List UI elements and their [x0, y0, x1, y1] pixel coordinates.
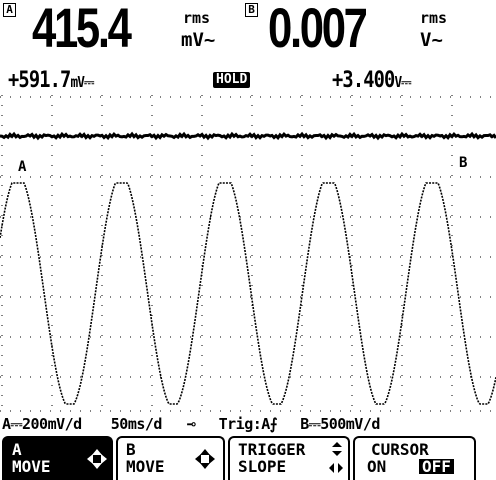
waveform-plot: A B: [0, 95, 496, 415]
trigger-label: Trig:A⨍: [218, 415, 278, 433]
trigger-slope-line1: TRIGGER: [238, 440, 306, 459]
reading-a-sub-unit: mV⎓: [70, 73, 94, 91]
trace-a: [0, 182, 496, 405]
timebase-label: 50ms/d: [110, 415, 163, 433]
hold-indicator: HOLD: [213, 72, 251, 88]
trigger-slope-softkey[interactable]: TRIGGER SLOPE: [228, 436, 350, 480]
channel-a-badge: A: [3, 3, 16, 17]
reading-a-value: 415.4: [32, 0, 132, 59]
trace-b-marker: B: [459, 155, 467, 171]
trace-a-marker: A: [18, 159, 27, 175]
cursor-off-option: OFF: [419, 459, 454, 475]
status-line: A⎓200mV/d 50ms/d ⊸ Trig:A⨍ B⎓500mV/d: [2, 416, 494, 432]
trace-b: [0, 131, 496, 141]
updown-arrow-icon: [332, 442, 342, 456]
cursor-on-option: ON: [367, 457, 387, 476]
a-scale-label: A⎓200mV/d: [2, 415, 82, 433]
leftright-arrow-icon: [329, 463, 343, 473]
reading-b-sub-value: +3.400: [332, 68, 395, 93]
trigger-icon: ⊸: [187, 415, 196, 433]
channel-b-badge: B: [245, 3, 258, 17]
graticule: [0, 95, 496, 415]
reading-b-sub-unit: V⎓: [394, 73, 411, 91]
four-way-arrow-icon: [195, 449, 215, 469]
reading-a-unit-top: rms: [183, 9, 211, 27]
reading-a-sub-value: +591.7: [8, 68, 71, 93]
reading-b-value: 0.007: [268, 0, 368, 59]
four-way-arrow-icon: [87, 449, 107, 469]
cursor-line1: CURSOR: [371, 440, 429, 459]
b-move-line2: MOVE: [126, 457, 165, 476]
b-move-line1: B: [126, 440, 136, 459]
trigger-slope-line2: SLOPE: [238, 457, 287, 476]
reading-b-unit-top: rms: [420, 9, 448, 27]
b-scale-label: B⎓500mV/d: [300, 415, 380, 433]
reading-a-secondary: +591.7mV⎓: [8, 68, 94, 93]
cursor-softkey[interactable]: CURSOR ON OFF: [353, 436, 476, 480]
reading-b-secondary: +3.400V⎓: [332, 70, 411, 93]
reading-b-unit-bottom: V~: [420, 29, 443, 51]
a-move-line1: A: [12, 440, 22, 459]
a-move-softkey[interactable]: A MOVE: [2, 436, 113, 480]
b-move-softkey[interactable]: B MOVE: [116, 436, 225, 480]
a-move-line2: MOVE: [12, 457, 51, 476]
reading-a-unit-bottom: mV~: [181, 29, 216, 51]
